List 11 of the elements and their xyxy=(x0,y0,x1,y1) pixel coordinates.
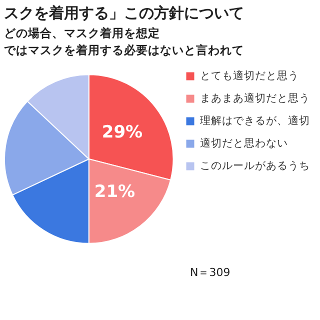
text: ではマスクを着用する必要はないと言われて xyxy=(3,42,245,59)
text: N＝309 xyxy=(190,265,230,280)
chart-subtitle: どの場合、マスク着用を想定 xyxy=(3,25,161,42)
legend-label: とても適切だと思う xyxy=(200,68,299,82)
legend-label: このルールがあるうち xyxy=(200,160,310,172)
legend-label: 理解はできるが、適切 xyxy=(200,114,310,127)
data-label: 29% xyxy=(102,122,143,143)
legend-label: 適切だと思わない xyxy=(200,136,288,150)
chart-title: スクを着用する」この方針について xyxy=(3,3,245,23)
data-label: 21% xyxy=(94,182,136,202)
legend-label: まあまあ適切だと思う xyxy=(200,91,310,104)
